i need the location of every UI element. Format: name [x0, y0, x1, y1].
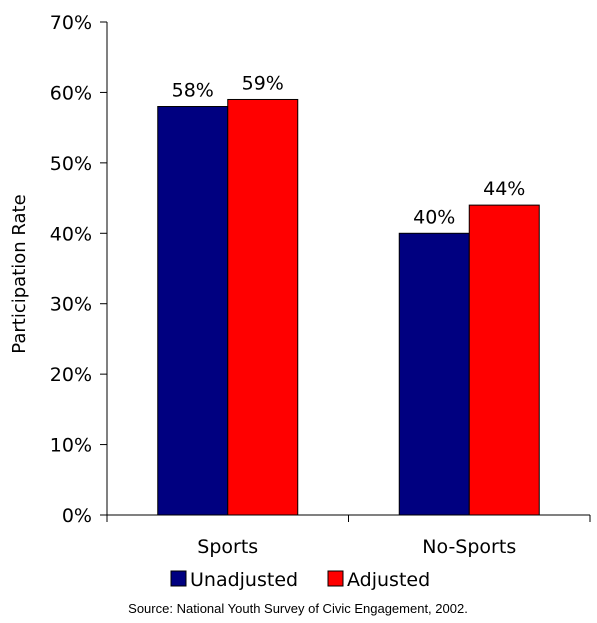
- labels: Sports 58% 59% No-Sports 40% 44%: [172, 72, 526, 558]
- data-label: 59%: [242, 72, 284, 94]
- legend: Unadjusted Adjusted: [170, 569, 430, 591]
- bar-adjusted-no-sports: [468, 204, 540, 516]
- y-tick-label: 40%: [50, 223, 92, 245]
- data-label: 58%: [172, 80, 214, 102]
- bar-adjusted-sports: [227, 98, 299, 516]
- legend-label-adjusted: Adjusted: [347, 569, 430, 591]
- legend-label-unadjusted: Unadjusted: [190, 569, 298, 591]
- y-tick-label: 30%: [50, 294, 92, 316]
- y-tick-label: 70%: [50, 12, 92, 34]
- y-tick-label: 50%: [50, 153, 92, 175]
- source-note: Source: National Youth Survey of Civic E…: [128, 601, 468, 616]
- bar-unadjusted-sports: [157, 106, 229, 516]
- bar-unadjusted-no-sports: [398, 232, 470, 516]
- data-label: 40%: [413, 206, 455, 228]
- legend-swatch-adjusted: [327, 570, 344, 587]
- bars: [157, 98, 540, 516]
- category-label: Sports: [197, 536, 258, 558]
- y-axis-title: Participation Rate: [9, 194, 30, 353]
- y-tick-label: 0%: [62, 505, 92, 527]
- y-tick-label: 60%: [50, 82, 92, 104]
- axes: 0% 10% 20% 30% 40% 50% 60% 70%: [50, 12, 591, 527]
- y-tick-label: 10%: [50, 435, 92, 457]
- legend-swatch-unadjusted: [170, 570, 187, 587]
- data-label: 44%: [483, 178, 525, 200]
- y-tick-label: 20%: [50, 364, 92, 386]
- category-label: No-Sports: [422, 536, 516, 558]
